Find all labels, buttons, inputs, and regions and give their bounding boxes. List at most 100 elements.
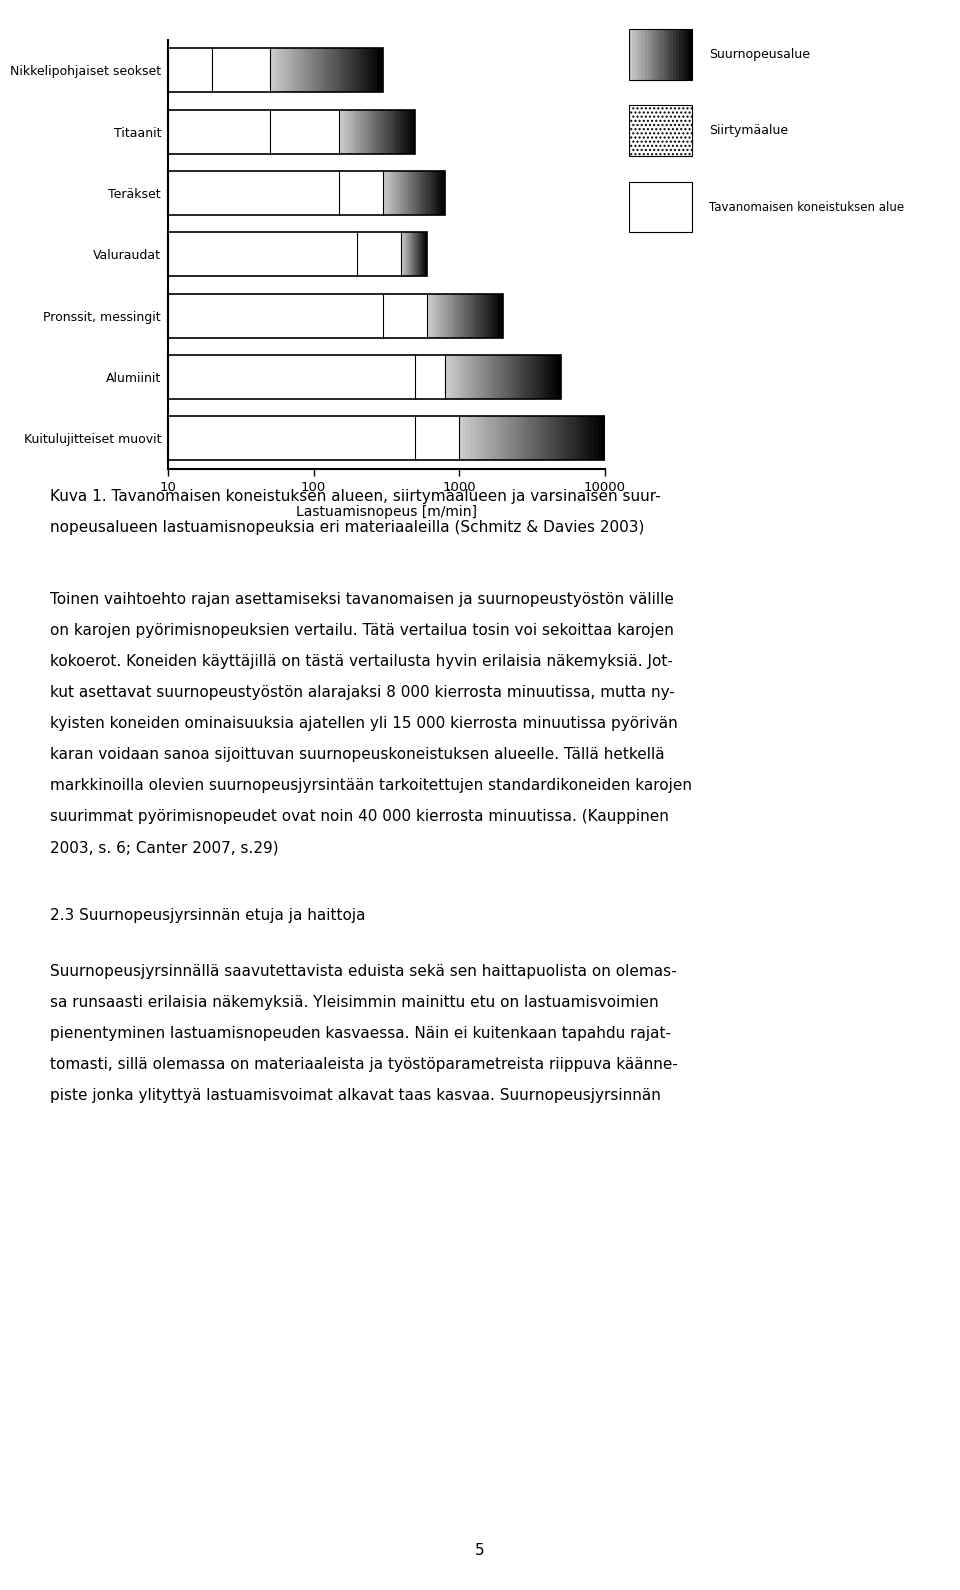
Bar	[457, 355, 460, 399]
Bar	[276, 48, 278, 92]
Bar	[477, 355, 480, 399]
Text: 2003, s. 6; Canter 2007, s.29): 2003, s. 6; Canter 2007, s.29)	[50, 840, 278, 855]
Bar	[461, 294, 463, 337]
Bar	[168, 48, 212, 92]
Bar	[405, 172, 406, 215]
Bar	[356, 110, 358, 154]
Bar	[478, 294, 480, 337]
Text: tomasti, sillä olemassa on materiaaleista ja työstöparametreista riippuva käänne: tomasti, sillä olemassa on materiaaleist…	[50, 1057, 678, 1072]
Bar	[358, 110, 360, 154]
Bar	[663, 29, 667, 80]
Bar	[489, 417, 492, 461]
Bar	[168, 417, 605, 461]
Bar	[437, 294, 439, 337]
Bar	[168, 172, 445, 215]
Bar	[509, 355, 512, 399]
Bar	[420, 172, 421, 215]
Bar	[416, 417, 459, 461]
Bar	[536, 417, 540, 461]
Bar	[347, 110, 348, 154]
Bar	[168, 48, 383, 92]
Bar	[453, 294, 455, 337]
Bar	[373, 110, 375, 154]
Bar	[349, 48, 352, 92]
Bar	[396, 110, 398, 154]
Bar	[463, 417, 467, 461]
Bar	[467, 417, 470, 461]
Bar	[532, 355, 535, 399]
Bar	[406, 172, 408, 215]
Bar	[168, 417, 416, 461]
Bar	[442, 172, 444, 215]
Bar	[481, 417, 485, 461]
Bar	[495, 417, 499, 461]
Bar	[555, 355, 558, 399]
Text: Kuva 1. Tavanomaisen koneistuksen alueen, siirtymäalueen ja varsinaisen suur-: Kuva 1. Tavanomaisen koneistuksen alueen…	[50, 488, 660, 504]
Bar	[552, 355, 555, 399]
Bar	[521, 417, 525, 461]
Text: pienentyminen lastuamisnopeuden kasvaessa. Näin ei kuitenkaan tapahdu rajat-: pienentyminen lastuamisnopeuden kasvaess…	[50, 1026, 671, 1041]
Bar	[344, 48, 347, 92]
Bar	[506, 355, 509, 399]
Bar	[324, 48, 326, 92]
Bar	[380, 48, 383, 92]
Bar	[435, 294, 437, 337]
Bar	[270, 48, 273, 92]
Bar	[436, 172, 438, 215]
Bar	[638, 29, 641, 80]
Bar	[455, 294, 457, 337]
Bar	[463, 294, 465, 337]
Text: Tavanomaisen koneistuksen alue: Tavanomaisen koneistuksen alue	[709, 200, 904, 213]
Bar	[439, 172, 441, 215]
Bar	[434, 172, 436, 215]
Bar	[360, 48, 363, 92]
X-axis label: Lastuamisnopeus [m/min]: Lastuamisnopeus [m/min]	[296, 506, 477, 518]
Bar	[480, 355, 483, 399]
Bar	[512, 355, 515, 399]
Bar	[386, 172, 388, 215]
Bar	[318, 48, 321, 92]
Bar	[467, 294, 468, 337]
Bar	[636, 29, 638, 80]
Bar	[497, 355, 500, 399]
Bar	[629, 181, 692, 232]
Bar	[397, 172, 398, 215]
Bar	[339, 110, 341, 154]
Bar	[471, 355, 474, 399]
Bar	[370, 110, 372, 154]
Bar	[326, 48, 329, 92]
Bar	[410, 110, 412, 154]
Text: 2.3 Suurnopeusjyrsinnän etuja ja haittoja: 2.3 Suurnopeusjyrsinnän etuja ja haittoj…	[50, 908, 366, 924]
Bar	[400, 172, 401, 215]
Bar	[364, 110, 366, 154]
Bar	[685, 29, 689, 80]
Bar	[168, 110, 416, 154]
Bar	[352, 48, 355, 92]
Bar	[309, 48, 312, 92]
Bar	[525, 417, 528, 461]
Bar	[564, 417, 568, 461]
Bar	[515, 355, 517, 399]
Bar	[411, 172, 413, 215]
Bar	[403, 172, 405, 215]
Bar	[427, 294, 429, 337]
Bar	[540, 355, 543, 399]
Bar	[299, 48, 300, 92]
Bar	[401, 172, 403, 215]
Text: nopeusalueen lastuamisnopeuksia eri materiaaleilla (Schmitz & Davies 2003): nopeusalueen lastuamisnopeuksia eri mate…	[50, 520, 644, 534]
Bar	[490, 294, 492, 337]
Bar	[503, 417, 507, 461]
Bar	[381, 110, 383, 154]
Bar	[658, 29, 660, 80]
Bar	[499, 294, 501, 337]
Bar	[414, 172, 416, 215]
Bar	[632, 29, 636, 80]
Bar	[683, 29, 685, 80]
Bar	[429, 172, 431, 215]
Bar	[335, 48, 338, 92]
Bar	[388, 172, 389, 215]
Bar	[494, 355, 497, 399]
Bar	[408, 172, 409, 215]
Text: karan voidaan sanoa sijoittuvan suurnopeuskoneistuksen alueelle. Tällä hetkellä: karan voidaan sanoa sijoittuvan suurnope…	[50, 747, 664, 762]
Bar	[273, 48, 276, 92]
